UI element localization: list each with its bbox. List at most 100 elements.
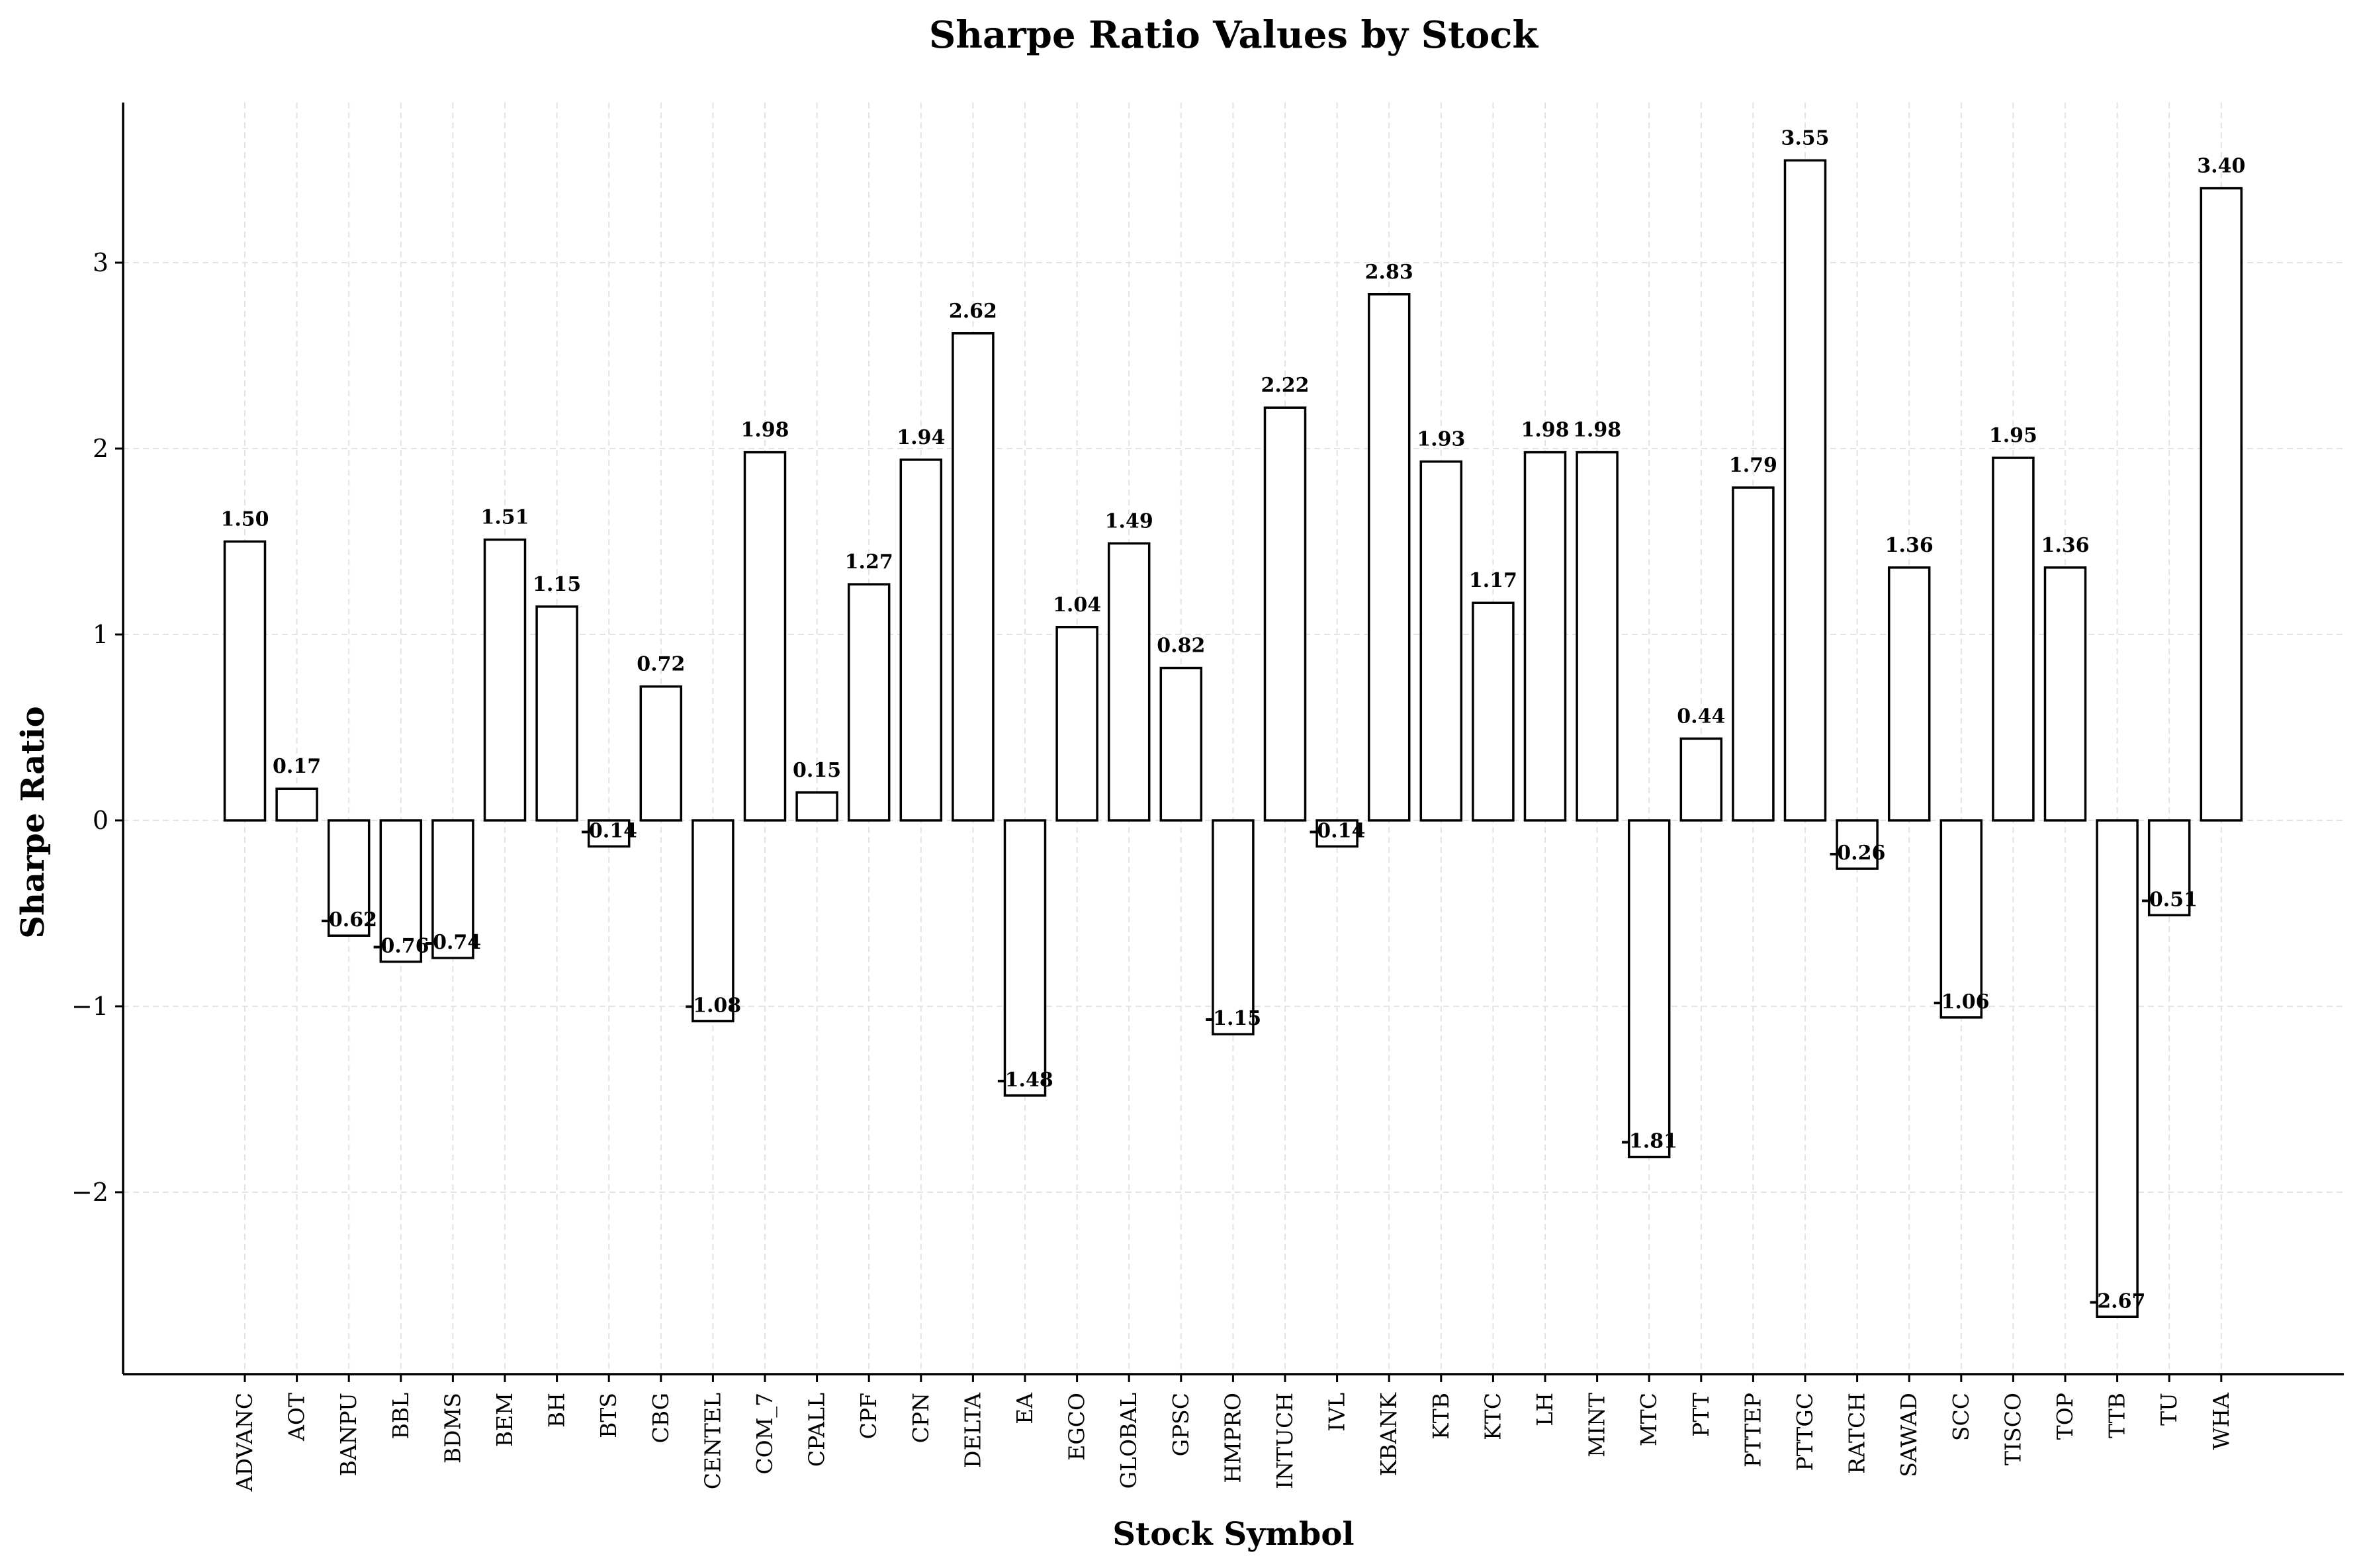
data-label: 1.98 xyxy=(740,419,789,442)
data-label: 1.51 xyxy=(480,506,529,529)
data-label: -0.76 xyxy=(373,935,429,958)
data-label: 1.98 xyxy=(1521,419,1569,442)
bar-gpsc xyxy=(1159,666,1203,822)
data-label: -0.51 xyxy=(2141,888,2198,911)
data-label: -0.74 xyxy=(425,931,482,954)
x-axis-label: Stock Symbol xyxy=(1112,1516,1354,1553)
x-tick-label: MTC xyxy=(1636,1393,1662,1446)
bar-advanc xyxy=(223,540,267,822)
x-tick-label: TU xyxy=(2156,1393,2182,1426)
bar-scc xyxy=(1939,819,1983,1019)
bar-centel xyxy=(691,819,735,1023)
x-tick-label: CENTEL xyxy=(699,1393,725,1489)
bar-cpn xyxy=(899,458,943,822)
data-label: 2.83 xyxy=(1365,261,1413,284)
bar-cbg xyxy=(639,685,683,822)
data-labels-layer: 1.50 0.17 -0.62 -0.76-0.74 1.51 1.15 -0.14 0.72… xyxy=(220,126,2245,1313)
bar-kbank xyxy=(1367,293,1411,822)
bar-bdms xyxy=(431,819,474,959)
x-tick-label: MINT xyxy=(1584,1393,1610,1458)
bar-delta xyxy=(952,332,995,822)
data-label: 1.17 xyxy=(1469,569,1517,592)
data-label: 1.98 xyxy=(1573,419,1621,442)
x-tick-label: EGCO xyxy=(1064,1393,1090,1461)
data-label: 1.50 xyxy=(220,508,269,531)
bar-top xyxy=(2043,566,2087,822)
x-tick-label: INTUCH xyxy=(1272,1393,1298,1489)
bar-ktb xyxy=(1419,460,1463,822)
x-tick-label: HMPRO xyxy=(1220,1393,1245,1483)
y-tick-label: −1 xyxy=(71,992,109,1021)
bar-banpu xyxy=(327,819,371,937)
x-tick-label: BDMS xyxy=(439,1393,465,1463)
bar-bh xyxy=(535,605,578,822)
x-tick-label: LH xyxy=(1532,1393,1558,1426)
bar-global xyxy=(1107,542,1151,822)
data-label: 1.04 xyxy=(1053,593,1101,617)
x-tick-label: SAWAD xyxy=(1896,1393,1922,1477)
bar-mint xyxy=(1576,451,1619,822)
data-label: 1.15 xyxy=(533,573,581,596)
bar-egco xyxy=(1055,626,1098,822)
bar-aot xyxy=(275,787,318,822)
chart-title: Sharpe Ratio Values by Stock xyxy=(929,13,1539,57)
bar-ratch xyxy=(1836,819,1879,870)
y-tick-label: 0 xyxy=(93,806,109,835)
bar-mtc xyxy=(1627,819,1671,1158)
bar-com-7 xyxy=(743,451,787,822)
bar-pttep xyxy=(1732,486,1775,822)
x-tick-label: CBG xyxy=(648,1393,674,1443)
x-tick-label: BTS xyxy=(596,1393,621,1438)
data-label: 0.82 xyxy=(1157,634,1205,658)
bar-ivl xyxy=(1315,819,1359,848)
x-tick-label: DELTA xyxy=(959,1392,985,1468)
data-label: 1.95 xyxy=(1989,424,2037,447)
data-label: -1.15 xyxy=(1205,1007,1262,1030)
bar-ttb xyxy=(2096,819,2139,1319)
x-tick-label: GLOBAL xyxy=(1116,1393,1141,1489)
bar-ktc xyxy=(1472,601,1515,822)
y-axis-label: Sharpe Ratio xyxy=(15,706,52,938)
x-tick-label: PTTGC xyxy=(1792,1393,1818,1471)
data-label: 0.72 xyxy=(637,653,685,676)
data-label: 1.27 xyxy=(845,550,893,574)
bar-tisco xyxy=(1992,457,2035,822)
bars-layer xyxy=(223,159,2243,1319)
x-tick-label: TISCO xyxy=(2000,1393,2026,1465)
x-tick-label: EA xyxy=(1012,1392,1038,1424)
x-tick-label: TOP xyxy=(2052,1393,2078,1440)
data-label: -0.26 xyxy=(1829,842,1886,865)
y-tick-label: −2 xyxy=(71,1178,109,1207)
bar-hmpro xyxy=(1212,819,1255,1035)
x-tick-label: BH xyxy=(544,1393,570,1428)
x-tick-label: PTTEP xyxy=(1740,1393,1765,1467)
data-label: -0.14 xyxy=(1309,819,1366,842)
data-label: -0.14 xyxy=(580,819,637,842)
x-tick-label: BBL xyxy=(388,1393,414,1440)
x-tick-label: AOT xyxy=(284,1393,310,1442)
x-tick-label: RATCH xyxy=(1844,1393,1870,1474)
x-tick-label: BANPU xyxy=(335,1393,361,1476)
x-tick-label: SCC xyxy=(1948,1393,1974,1441)
data-label: -1.08 xyxy=(685,994,742,1017)
x-tick-label: TTB xyxy=(2104,1393,2130,1438)
data-label: 1.36 xyxy=(2041,534,2089,557)
x-tick-label: WHA xyxy=(2208,1392,2234,1450)
data-label: 0.17 xyxy=(273,755,321,778)
bar-wha xyxy=(2200,187,2243,822)
x-tick-label: IVL xyxy=(1324,1393,1350,1432)
x-tick-label: KTC xyxy=(1480,1393,1505,1440)
bar-lh xyxy=(1523,451,1567,822)
data-label: 2.62 xyxy=(949,300,997,323)
bar-tu xyxy=(2147,819,2191,917)
x-tick-label: COM_7 xyxy=(752,1393,778,1475)
x-tick-label: CPF xyxy=(856,1393,881,1439)
bar-bbl xyxy=(379,819,423,963)
x-tick-label: ADVANC xyxy=(232,1393,257,1492)
axes-layer: −2 −1 0 1 2 3 ADVANC AOT BANPU BBL BDMS BEM BH BTS CBG… xyxy=(71,103,2344,1492)
bar-ea xyxy=(1003,819,1047,1097)
x-tick-label: KBANK xyxy=(1376,1392,1402,1477)
data-label: 1.93 xyxy=(1417,428,1465,451)
data-label: 0.44 xyxy=(1677,705,1725,728)
